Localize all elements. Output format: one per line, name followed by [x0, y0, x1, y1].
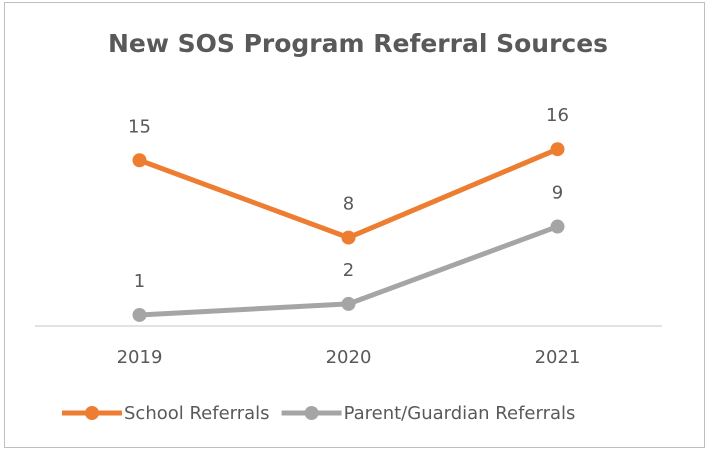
data-point [132, 307, 147, 322]
data-point [550, 219, 565, 234]
data-label: 16 [546, 105, 569, 126]
data-label: 8 [343, 194, 354, 215]
data-label: 2 [343, 260, 354, 281]
data-label: 9 [552, 183, 563, 204]
legend-label: Parent/Guardian Referrals [344, 403, 576, 424]
x-tick-label: 2021 [535, 347, 581, 368]
data-label: 1 [134, 271, 145, 292]
data-point [132, 153, 147, 168]
data-point [550, 142, 565, 157]
chart-title: New SOS Program Referral Sources [108, 29, 608, 58]
legend-marker [85, 406, 99, 420]
x-tick-label: 2020 [326, 347, 372, 368]
data-label: 15 [128, 116, 151, 137]
data-point [341, 230, 356, 245]
legend-marker [304, 406, 319, 420]
x-tick-label: 2019 [117, 347, 163, 368]
legend-label: School Referrals [124, 403, 270, 424]
chart-border [4, 2, 705, 448]
data-point [341, 296, 356, 311]
